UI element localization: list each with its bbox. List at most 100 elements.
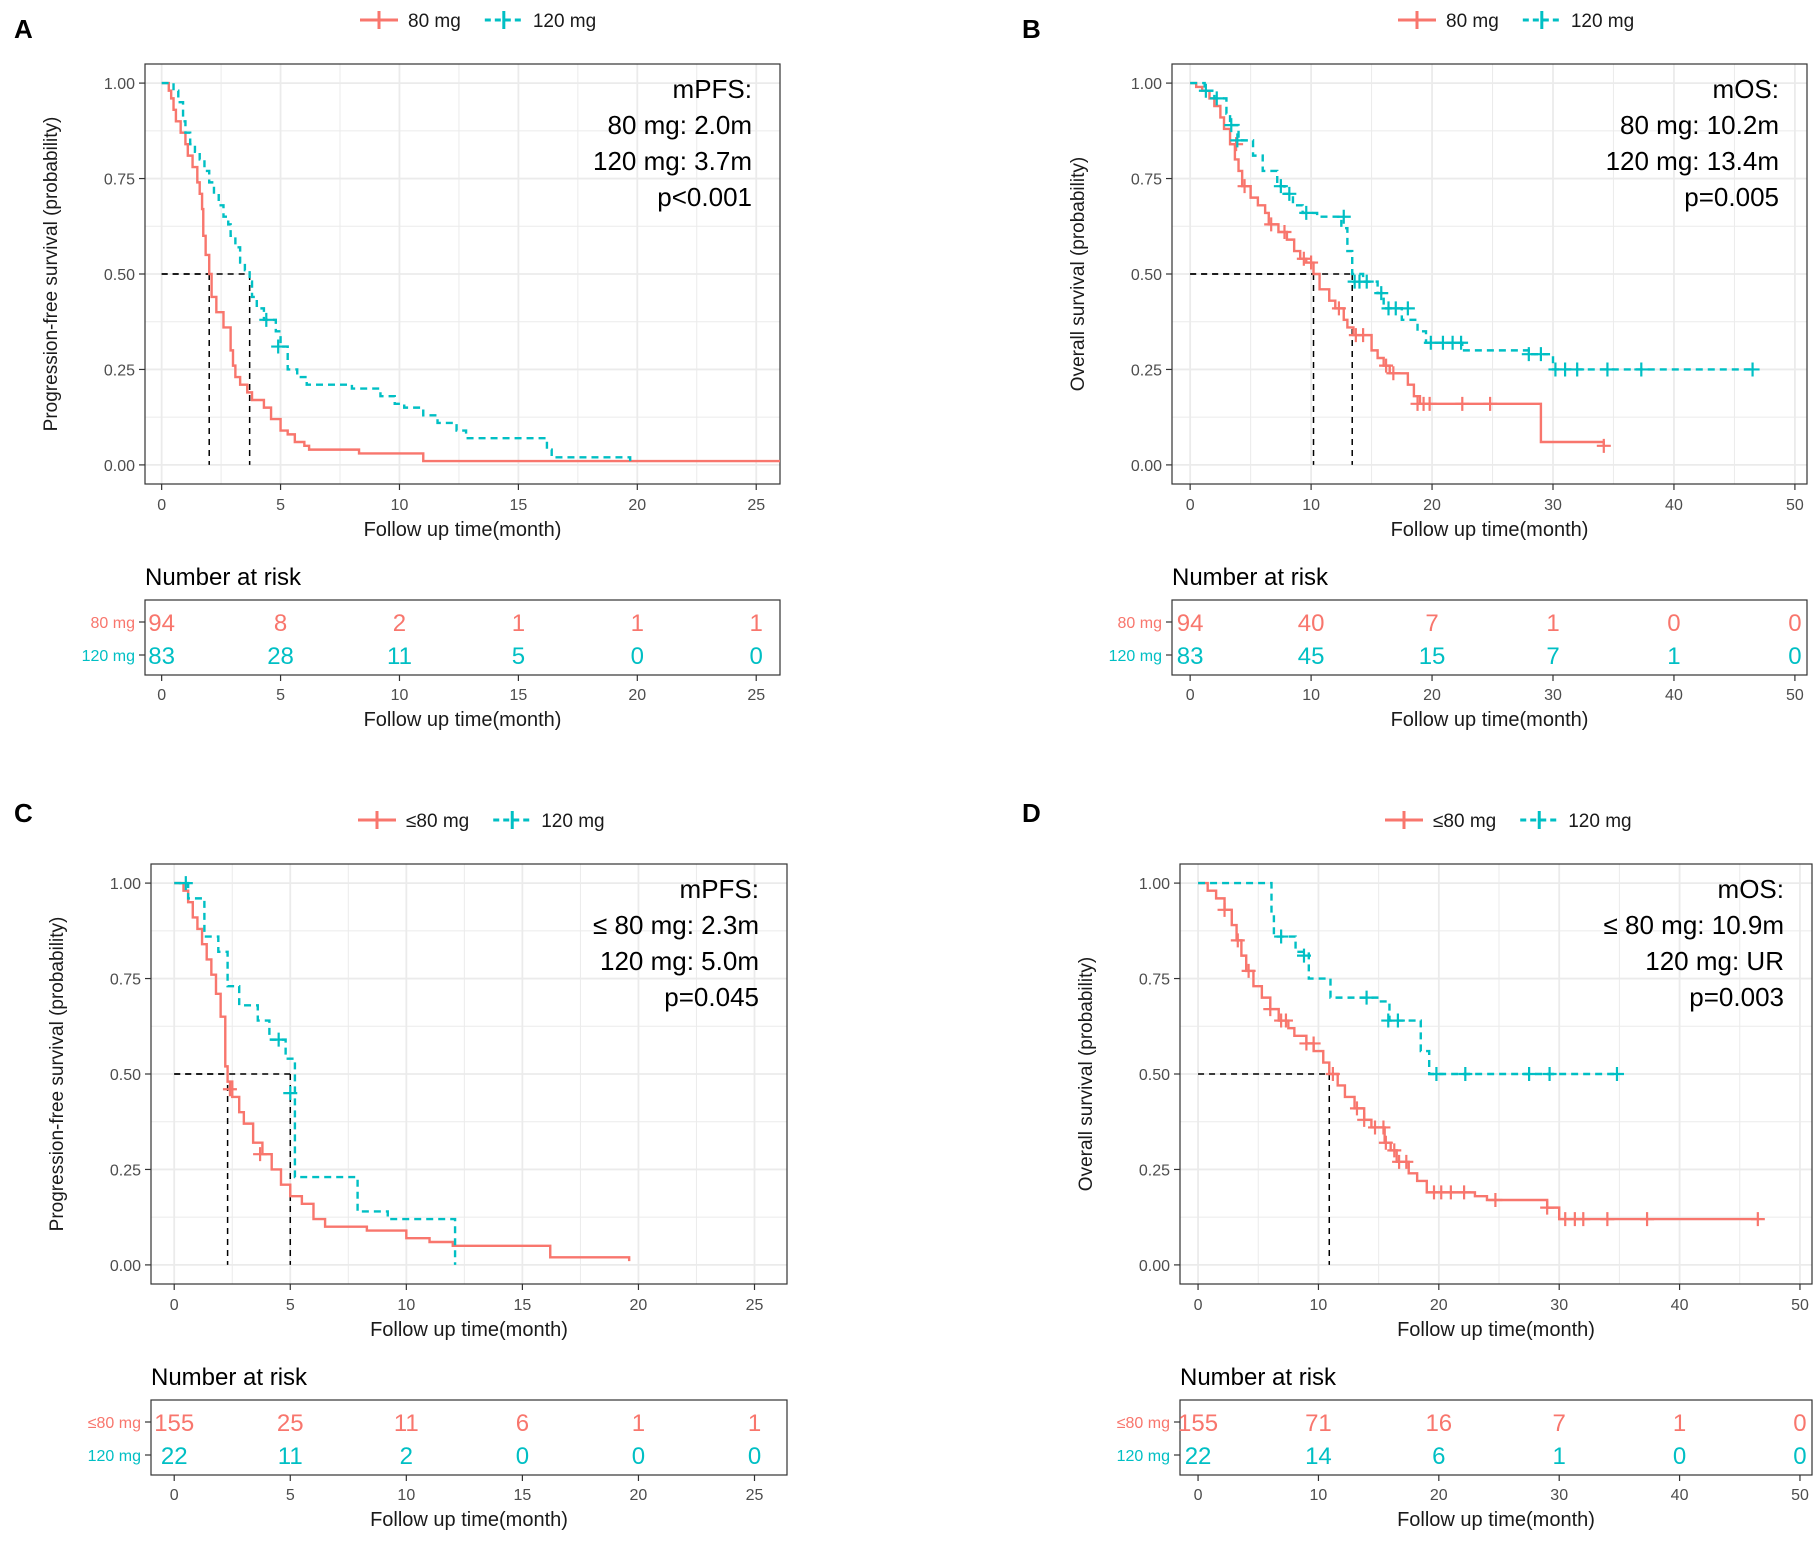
annotation-line: ≤ 80 mg: 10.9m (1604, 910, 1784, 940)
censor-mark (1230, 133, 1245, 148)
x-axis-title: Follow up time(month) (370, 1319, 568, 1341)
legend-label: 120 mg (1571, 11, 1634, 32)
censor-mark (1390, 1013, 1405, 1028)
legend: ≤80 mg 120 mg (358, 811, 605, 832)
panel-A: A 80 mg 120 mg0 5 10 15 20 250.000.250.500.751.… (14, 11, 781, 731)
censor-mark (1483, 396, 1498, 411)
annotation-line: p=0.003 (1689, 982, 1784, 1012)
censor-mark (1296, 251, 1311, 266)
censor-mark (259, 312, 274, 327)
panel-tag: C (14, 798, 33, 828)
risk-count: 14 (1305, 1443, 1332, 1470)
annotation-line: p=0.045 (664, 982, 759, 1012)
risk-count: 7 (1553, 1410, 1566, 1437)
risk-count: 155 (1178, 1410, 1218, 1437)
risk-count: 16 (1425, 1410, 1452, 1437)
risk-count: 1 (750, 610, 763, 637)
annotation-line: mPFS: (680, 874, 759, 904)
y-tick-label: 0.25 (110, 1162, 141, 1179)
censor-mark (1457, 1185, 1472, 1200)
y-tick-label: 1.00 (104, 76, 135, 93)
risk-count: 0 (1793, 1410, 1806, 1437)
legend: ≤80 mg 120 mg (1385, 811, 1632, 832)
y-tick-label: 0.00 (1131, 458, 1162, 475)
censor-mark (1357, 1112, 1372, 1127)
legend-label: 80 mg (408, 11, 461, 32)
risk-table-frame (1171, 599, 1808, 676)
censor-mark (1540, 1200, 1555, 1215)
censor-mark (1241, 963, 1256, 978)
risk-x-axis-title: Follow up time(month) (1397, 1509, 1595, 1531)
censor-mark (1356, 328, 1371, 343)
x-tick-label: 20 (628, 497, 646, 514)
risk-count: 45 (1298, 643, 1325, 670)
panel-D: D ≤80 mg 120 mg0 10 20 30 40 500.000.250.500.75… (1022, 798, 1813, 1531)
censor-mark (1374, 286, 1389, 301)
censor-mark (1237, 179, 1252, 194)
annotation-line: p<0.001 (657, 182, 752, 212)
risk-x-tick-label: 15 (509, 687, 527, 704)
y-tick-label: 0.75 (110, 972, 141, 989)
risk-count: 11 (394, 1410, 419, 1437)
risk-x-tick-label: 10 (397, 1487, 415, 1504)
annotation-line: 120 mg: 3.7m (593, 146, 752, 176)
y-tick-label: 0.75 (1131, 172, 1162, 189)
x-tick-label: 20 (1430, 1297, 1448, 1314)
risk-x-tick-label: 0 (1186, 687, 1195, 704)
risk-count: 0 (1788, 610, 1801, 637)
legend-label: ≤80 mg (406, 811, 469, 832)
censor-mark (1570, 362, 1585, 377)
risk-x-tick-label: 30 (1544, 687, 1562, 704)
annotation-line: mPFS: (673, 74, 752, 104)
annotation-line: 80 mg: 10.2m (1620, 110, 1779, 140)
y-tick-label: 1.00 (1139, 876, 1170, 893)
risk-x-tick-label: 10 (391, 687, 409, 704)
censor-mark (1264, 217, 1279, 232)
censor-mark (1609, 1067, 1624, 1081)
censor-mark (1224, 118, 1239, 133)
risk-count: 1 (748, 1410, 761, 1437)
risk-count: 0 (1793, 1443, 1806, 1470)
risk-count: 11 (387, 643, 412, 670)
x-tick-label: 10 (391, 497, 409, 514)
risk-count: 0 (750, 643, 763, 670)
x-tick-label: 5 (276, 497, 285, 514)
risk-count: 22 (1185, 1443, 1212, 1470)
censor-mark (1634, 362, 1649, 377)
censor-mark (1533, 347, 1548, 362)
annotation-line: 120 mg: 5.0m (600, 946, 759, 976)
censor-mark (1488, 1193, 1503, 1207)
censor-mark (1282, 186, 1297, 201)
censor-mark (1458, 1067, 1473, 1081)
y-tick-label: 0.25 (104, 362, 135, 379)
annotation-line: 120 mg: UR (1645, 946, 1784, 976)
legend: 80 mg 120 mg (360, 11, 596, 32)
x-tick-label: 10 (1310, 1297, 1328, 1314)
x-tick-label: 0 (1186, 497, 1195, 514)
risk-x-tick-label: 0 (170, 1487, 179, 1504)
censor-mark (1600, 362, 1615, 377)
legend-label: ≤80 mg (1433, 811, 1496, 832)
x-tick-label: 40 (1665, 497, 1683, 514)
x-tick-label: 10 (1302, 497, 1320, 514)
censor-mark (222, 1082, 237, 1097)
legend: 80 mg 120 mg (1398, 11, 1634, 32)
km-curve (161, 81, 632, 462)
risk-x-tick-label: 10 (1302, 687, 1320, 704)
y-axis-title: Progression-free survival (probability) (41, 117, 62, 432)
risk-x-tick-label: 20 (628, 687, 646, 704)
risk-count: 1 (631, 610, 644, 637)
risk-count: 94 (1177, 610, 1204, 637)
y-tick-label: 0.00 (104, 458, 135, 475)
censor-mark (271, 339, 286, 354)
legend-label: 120 mg (533, 11, 596, 32)
censor-mark (1600, 1212, 1615, 1227)
censor-mark (253, 1147, 268, 1162)
km-curve (174, 881, 631, 1262)
risk-count: 11 (278, 1443, 303, 1470)
censor-mark (1386, 366, 1401, 381)
y-tick-label: 0.50 (1131, 267, 1162, 284)
risk-x-tick-label: 20 (1423, 687, 1441, 704)
panel-tag: B (1022, 14, 1041, 44)
risk-x-tick-label: 30 (1550, 1487, 1568, 1504)
